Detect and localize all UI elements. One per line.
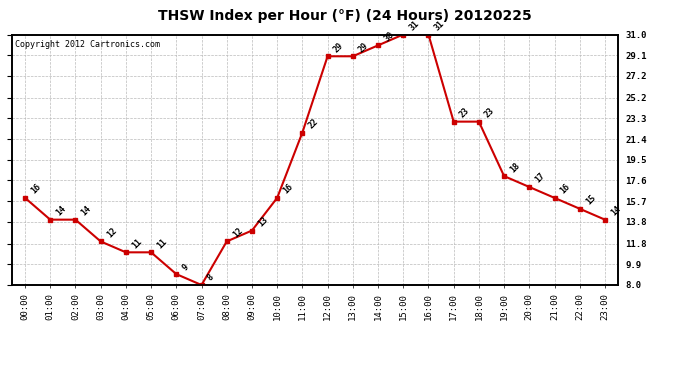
- Text: 16: 16: [559, 182, 572, 196]
- Text: 14: 14: [609, 204, 622, 218]
- Text: 29: 29: [332, 40, 345, 54]
- Text: 11: 11: [130, 237, 144, 250]
- Text: 11: 11: [155, 237, 168, 250]
- Text: 16: 16: [29, 182, 43, 196]
- Text: 17: 17: [533, 171, 547, 185]
- Text: 23: 23: [483, 106, 497, 120]
- Text: 13: 13: [256, 215, 270, 228]
- Text: 18: 18: [509, 160, 522, 174]
- Text: 15: 15: [584, 193, 598, 207]
- Text: 31: 31: [433, 19, 446, 32]
- Text: 14: 14: [79, 204, 93, 218]
- Text: 14: 14: [55, 204, 68, 218]
- Text: 23: 23: [458, 106, 471, 120]
- Text: 30: 30: [382, 30, 395, 43]
- Text: 22: 22: [306, 117, 320, 130]
- Text: 12: 12: [105, 226, 118, 239]
- Text: 16: 16: [282, 182, 295, 196]
- Text: 31: 31: [407, 19, 421, 32]
- Text: THSW Index per Hour (°F) (24 Hours) 20120225: THSW Index per Hour (°F) (24 Hours) 2012…: [158, 9, 532, 23]
- Text: 8: 8: [206, 273, 215, 283]
- Text: Copyright 2012 Cartronics.com: Copyright 2012 Cartronics.com: [15, 39, 161, 48]
- Text: 12: 12: [231, 226, 244, 239]
- Text: 29: 29: [357, 40, 371, 54]
- Text: 9: 9: [181, 262, 190, 272]
